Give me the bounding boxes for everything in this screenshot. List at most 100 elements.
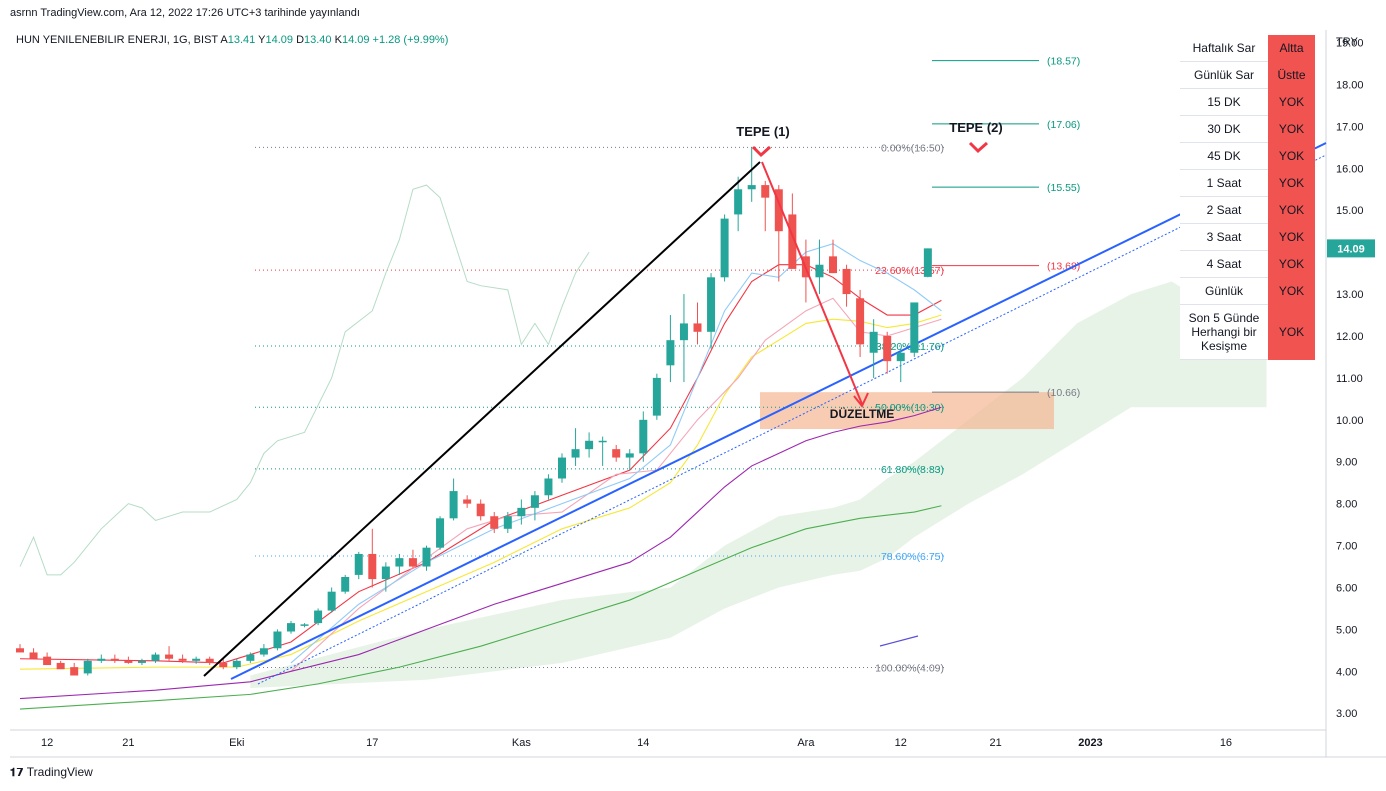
candle-body	[219, 662, 228, 668]
peak2-label: TEPE (2)	[949, 120, 1002, 135]
x-tick-label: Ara	[797, 737, 815, 749]
signal-value: YOK	[1268, 196, 1315, 224]
x-tick-label: 17	[366, 737, 378, 749]
signal-label: Günlük Sar	[1180, 61, 1268, 89]
candle-body	[856, 298, 865, 345]
y-tick-label: 6.00	[1336, 582, 1357, 594]
candle-body	[408, 558, 417, 567]
impulse-line	[203, 161, 761, 677]
ichimoku-cloud	[250, 281, 1267, 689]
y-tick-label: 7.00	[1336, 541, 1357, 553]
candle-body	[896, 352, 905, 362]
signal-label: Haftalık Sar	[1180, 35, 1268, 62]
candle-body	[571, 449, 580, 458]
candle-body	[381, 566, 390, 580]
moving-average-lagging_span	[19, 184, 590, 576]
signal-value: YOK	[1268, 88, 1315, 116]
signal-label: Günlük	[1180, 277, 1268, 305]
x-tick-label: 16	[1220, 737, 1232, 749]
fib-label: 0.00%(16.50)	[881, 142, 944, 154]
currency-label: TRY	[1336, 36, 1358, 48]
y-tick-label: 10.00	[1336, 415, 1364, 427]
target-label: (17.06)	[1047, 119, 1080, 131]
x-tick-label: 21	[989, 737, 1001, 749]
last-price-label: 14.09	[1337, 243, 1365, 255]
signal-value: YOK	[1268, 304, 1315, 360]
candle-body	[273, 631, 282, 649]
correction-arrowhead	[853, 392, 869, 408]
candle-body	[530, 495, 539, 508]
fib-label: 61.80%(8.83)	[881, 464, 944, 476]
signal-label: 15 DK	[1180, 88, 1268, 116]
signal-value: YOK	[1268, 169, 1315, 197]
moving-average-sma_purple	[19, 406, 942, 700]
signal-value: YOK	[1268, 223, 1315, 251]
candle-body	[354, 553, 363, 575]
fib-label: 78.60%(6.75)	[881, 551, 944, 563]
signal-row: 3 Saat YOK	[1180, 223, 1315, 251]
peak1-marker-icon	[751, 145, 771, 158]
y-tick-label: 19.00	[1336, 38, 1364, 50]
candle-body	[829, 256, 837, 274]
candle-body	[490, 516, 499, 529]
symbol-name: HUN YENILENEBILIR ENERJI, 1G, BIST	[16, 34, 218, 46]
signal-row: 30 DK YOK	[1180, 115, 1315, 143]
x-tick-label: Eki	[229, 737, 244, 749]
signal-label: 2 Saat	[1180, 196, 1268, 224]
ohlc-high: Y14.09	[258, 34, 293, 46]
price-change: +1.28 (+9.99%)	[372, 34, 449, 46]
x-tick-label: 2023	[1078, 737, 1102, 749]
candle-body	[259, 648, 268, 655]
tradingview-logo-icon: 𝟏𝟳	[10, 767, 24, 779]
signal-label: Son 5 Günde Herhangi bir Kesişme	[1180, 304, 1268, 360]
candle-body	[300, 624, 309, 626]
candle-body	[124, 660, 133, 663]
correction-zone	[760, 392, 1054, 430]
candle-body	[43, 656, 52, 666]
candle-body	[842, 268, 851, 295]
target-label: (18.57)	[1047, 56, 1080, 68]
candle-body	[761, 185, 770, 198]
candle-body	[612, 449, 621, 458]
signal-row: Son 5 Günde Herhangi bir Kesişme YOK	[1180, 304, 1315, 360]
moving-average-sma_green	[19, 505, 942, 710]
x-tick-label: 12	[41, 737, 53, 749]
correction-label: DÜZELTME	[830, 406, 894, 421]
signal-row: Günlük YOK	[1180, 277, 1315, 305]
signal-value: YOK	[1268, 115, 1315, 143]
y-tick-label: 8.00	[1336, 499, 1357, 511]
target-label: (15.55)	[1047, 182, 1080, 194]
candle-body	[788, 214, 797, 269]
candle-body	[110, 658, 119, 661]
candle-body	[97, 658, 106, 661]
candle-body	[151, 654, 160, 661]
x-tick-label: 14	[637, 737, 649, 749]
candle-body	[639, 419, 648, 454]
candle-body	[747, 185, 756, 190]
candle-body	[246, 654, 255, 661]
signal-value: Altta	[1268, 35, 1315, 62]
y-tick-label: 13.00	[1336, 289, 1364, 301]
trendline-support	[230, 142, 1327, 680]
target-label: (13.68)	[1047, 261, 1080, 273]
tradingview-brand: 𝟏𝟳 TradingView	[10, 765, 93, 779]
x-tick-label: 21	[122, 737, 134, 749]
candle-body	[463, 499, 472, 504]
candle-body	[368, 553, 377, 580]
candle-body	[734, 189, 743, 215]
candle-body	[192, 658, 201, 661]
candle-body	[625, 453, 634, 458]
signal-row: Haftalık Sar Altta	[1180, 35, 1315, 62]
y-tick-label: 17.00	[1336, 121, 1364, 133]
candle-body	[503, 516, 512, 529]
candle-body	[314, 610, 323, 624]
candle-body	[666, 340, 675, 366]
candle-body	[707, 277, 716, 332]
x-tick-label: Kas	[512, 737, 531, 749]
y-tick-label: 5.00	[1336, 624, 1357, 636]
signal-label: 30 DK	[1180, 115, 1268, 143]
signal-value: YOK	[1268, 277, 1315, 305]
candle-body	[774, 189, 783, 232]
lead-segment	[879, 635, 919, 647]
